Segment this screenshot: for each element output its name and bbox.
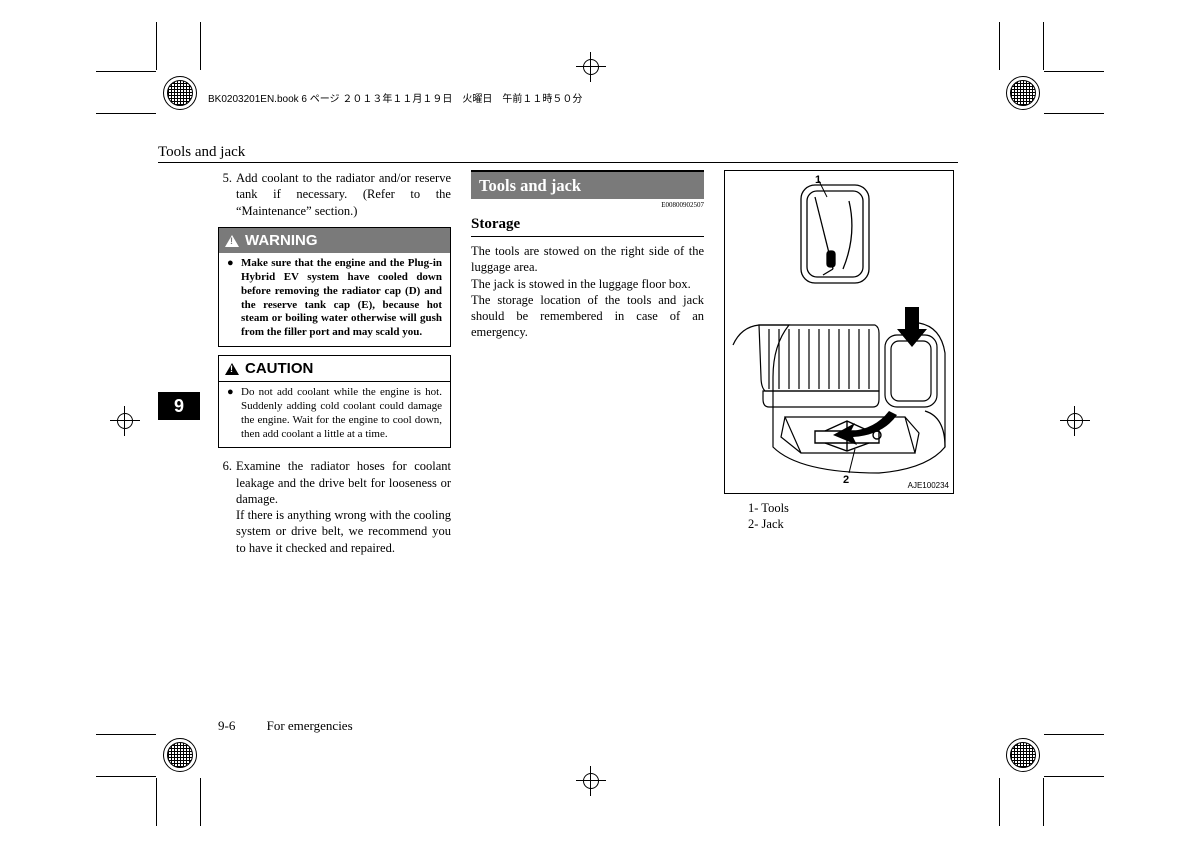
crop-mark	[1044, 71, 1104, 72]
step-5: 5. Add coolant to the radiator and/or re…	[218, 170, 451, 219]
legend-item: 2- Jack	[748, 516, 957, 532]
step6-line2: If there is anything wrong with the cool…	[236, 508, 451, 555]
step-6: 6. Examine the radiator hoses for coolan…	[218, 458, 451, 556]
warning-body: ● Make sure that the engine and the Plug…	[219, 253, 450, 346]
section-name: For emergencies	[267, 718, 353, 733]
legend-item: 1- Tools	[748, 500, 957, 516]
crop-mark	[96, 776, 156, 777]
crop-mark	[1044, 734, 1104, 735]
warning-text: Make sure that the engine and the Plug-i…	[241, 257, 442, 340]
section-title: Tools and jack	[471, 170, 704, 199]
crop-cross	[1060, 406, 1090, 436]
paragraph: The jack is stowed in the luggage floor …	[471, 276, 704, 292]
column-1: 5. Add coolant to the radiator and/or re…	[218, 170, 451, 562]
page-number: 9-6	[218, 718, 235, 733]
crop-mark	[999, 22, 1000, 70]
running-head: Tools and jack	[158, 144, 245, 161]
crop-mark	[999, 778, 1000, 826]
image-code: AJE100234	[908, 481, 949, 491]
crop-mark	[96, 734, 156, 735]
crop-cross	[110, 406, 140, 436]
warning-label: WARNING	[245, 231, 318, 251]
reference-code: E00800902507	[471, 201, 704, 210]
bullet-icon: ●	[227, 386, 237, 441]
crop-mark	[96, 113, 156, 114]
callout-2: 2	[843, 474, 849, 486]
warning-box: ! WARNING ● Make sure that the engine an…	[218, 227, 451, 347]
crop-mark	[156, 22, 157, 70]
column-2: Tools and jack E00800902507 Storage The …	[471, 170, 704, 562]
crop-mark	[200, 778, 201, 826]
caution-body: ● Do not add coolant while the engine is…	[219, 382, 450, 447]
registration-mark	[163, 76, 197, 110]
caution-label: CAUTION	[245, 359, 313, 379]
step6-line1: Examine the radiator hoses for coolant l…	[236, 459, 451, 506]
paragraph: The tools are stowed on the right side o…	[471, 243, 704, 276]
caution-heading: ! CAUTION	[219, 356, 450, 383]
step-number: 5.	[218, 170, 232, 219]
page-footer: 9-6 For emergencies	[218, 718, 353, 734]
header-rule	[158, 162, 958, 163]
step-number: 6.	[218, 458, 232, 556]
column-3: 1	[724, 170, 957, 562]
subsection-heading: Storage	[471, 215, 704, 238]
registration-mark	[1006, 738, 1040, 772]
bullet-icon: ●	[227, 257, 237, 340]
crop-mark	[1044, 113, 1104, 114]
warning-heading: ! WARNING	[219, 228, 450, 254]
illustration-legend: 1- Tools 2- Jack	[748, 500, 957, 533]
crop-cross	[576, 52, 606, 82]
print-metadata: BK0203201EN.book 6 ページ ２０１３年１１月１９日 火曜日 午…	[208, 90, 582, 105]
caution-icon: !	[225, 363, 239, 375]
caution-text: Do not add coolant while the engine is h…	[241, 386, 442, 441]
step-text: Add coolant to the radiator and/or reser…	[236, 170, 451, 219]
crop-mark	[156, 778, 157, 826]
crop-cross	[576, 766, 606, 796]
registration-mark	[163, 738, 197, 772]
content-columns: 5. Add coolant to the radiator and/or re…	[218, 170, 958, 562]
warning-icon: !	[225, 235, 239, 247]
crop-mark	[1044, 776, 1104, 777]
crop-mark	[96, 71, 156, 72]
caution-box: ! CAUTION ● Do not add coolant while the…	[218, 355, 451, 449]
crop-mark	[1043, 22, 1044, 70]
step-text: Examine the radiator hoses for coolant l…	[236, 458, 451, 556]
chapter-tab: 9	[158, 392, 200, 420]
registration-mark	[1006, 76, 1040, 110]
tools-jack-illustration: 1	[729, 175, 949, 489]
crop-mark	[1043, 778, 1044, 826]
paragraph: The storage location of the tools and ja…	[471, 292, 704, 341]
callout-1: 1	[815, 175, 821, 186]
illustration-frame: 1	[724, 170, 954, 494]
crop-mark	[200, 22, 201, 70]
